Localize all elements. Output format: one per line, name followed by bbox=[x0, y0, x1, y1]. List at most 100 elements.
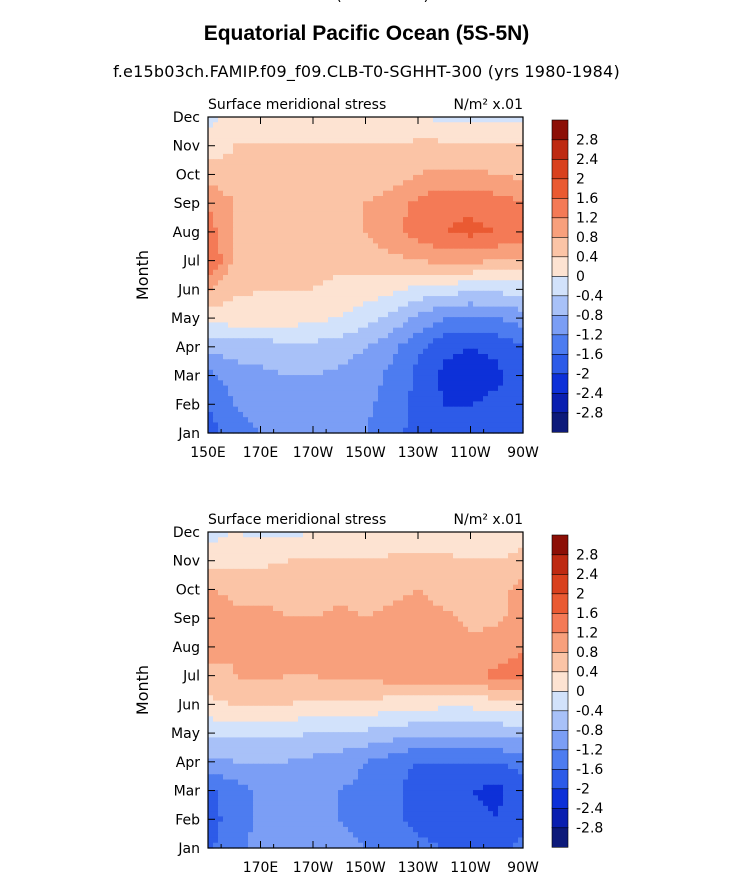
heatmap-cell bbox=[518, 232, 524, 239]
heatmap-cell bbox=[443, 427, 449, 434]
heatmap-cell bbox=[258, 211, 264, 218]
heatmap-cell bbox=[458, 396, 464, 402]
heatmap-cell bbox=[478, 248, 484, 255]
heatmap-cell bbox=[213, 227, 219, 234]
heatmap-cell bbox=[428, 280, 434, 287]
heatmap-cell bbox=[233, 206, 239, 213]
heatmap-cell bbox=[293, 206, 299, 213]
heatmap-cell bbox=[283, 117, 289, 123]
heatmap-cell bbox=[478, 243, 484, 250]
heatmap-cell bbox=[478, 338, 484, 345]
heatmap-cell bbox=[323, 338, 329, 345]
heatmap-cell bbox=[273, 369, 279, 376]
heatmap-cell bbox=[313, 275, 319, 281]
heatmap-cell bbox=[233, 243, 239, 250]
heatmap-cell bbox=[463, 584, 469, 591]
heatmap-cell bbox=[438, 417, 444, 424]
heatmap-cell bbox=[498, 427, 504, 434]
heatmap-cell bbox=[213, 422, 219, 429]
heatmap-cell bbox=[253, 343, 259, 350]
heatmap-cell bbox=[228, 211, 234, 218]
heatmap-cell bbox=[438, 296, 444, 302]
heatmap-cell bbox=[378, 380, 384, 387]
heatmap-cell bbox=[478, 348, 484, 355]
heatmap-cell bbox=[278, 595, 284, 602]
heatmap-cell bbox=[318, 248, 324, 255]
heatmap-cell bbox=[338, 553, 344, 559]
heatmap-cell bbox=[248, 359, 254, 366]
heatmap-cell bbox=[313, 185, 319, 192]
heatmap-cell bbox=[353, 354, 359, 360]
heatmap-cell bbox=[503, 375, 509, 381]
heatmap-cell bbox=[243, 542, 249, 549]
heatmap-cell bbox=[343, 285, 349, 292]
heatmap-cell bbox=[433, 317, 439, 323]
heatmap-cell bbox=[503, 605, 509, 612]
heatmap-cell bbox=[453, 595, 459, 602]
heatmap-cell bbox=[243, 369, 249, 376]
heatmap-cell bbox=[413, 369, 419, 376]
heatmap-cell bbox=[313, 253, 319, 260]
heatmap-cell bbox=[473, 537, 479, 544]
heatmap-cell bbox=[488, 264, 494, 271]
heatmap-cell bbox=[333, 584, 339, 591]
heatmap-cell bbox=[478, 380, 484, 387]
heatmap-cell bbox=[443, 217, 449, 223]
heatmap-cell bbox=[208, 411, 214, 418]
heatmap-cell bbox=[348, 558, 354, 565]
heatmap-cell bbox=[343, 306, 349, 313]
heatmap-cell bbox=[453, 406, 459, 413]
heatmap-cell bbox=[333, 196, 339, 202]
colorbar-box bbox=[551, 178, 569, 199]
heatmap-cell bbox=[418, 375, 424, 381]
heatmap-cell bbox=[388, 427, 394, 434]
heatmap-cell bbox=[508, 132, 514, 139]
heatmap-cell bbox=[308, 317, 314, 323]
heatmap-cell bbox=[403, 401, 409, 408]
heatmap-cell bbox=[468, 169, 474, 176]
heatmap-cell bbox=[403, 327, 409, 334]
heatmap-cell bbox=[288, 547, 294, 554]
heatmap-cell bbox=[448, 190, 454, 197]
heatmap-cell bbox=[228, 327, 234, 334]
heatmap-cell bbox=[353, 600, 359, 607]
heatmap-cell bbox=[358, 401, 364, 408]
heatmap-cell bbox=[318, 547, 324, 554]
heatmap-cell bbox=[378, 354, 384, 360]
y-tick-label: Sep bbox=[174, 196, 201, 212]
heatmap-cell bbox=[513, 537, 519, 544]
heatmap-cell bbox=[268, 148, 274, 155]
heatmap-cell bbox=[268, 343, 274, 350]
heatmap-cell bbox=[463, 553, 469, 559]
heatmap-cell bbox=[293, 301, 299, 308]
heatmap-cell bbox=[468, 264, 474, 271]
heatmap-cell bbox=[508, 169, 514, 176]
heatmap-cell bbox=[408, 553, 414, 559]
heatmap-cell bbox=[273, 243, 279, 250]
heatmap-cell bbox=[233, 343, 239, 350]
heatmap-cell bbox=[488, 132, 494, 139]
heatmap-cell bbox=[463, 164, 469, 171]
heatmap-cell bbox=[268, 196, 274, 202]
heatmap-cell bbox=[273, 327, 279, 334]
heatmap-cell bbox=[443, 401, 449, 408]
heatmap-cell bbox=[323, 616, 329, 623]
heatmap-cell bbox=[213, 217, 219, 223]
heatmap-cell bbox=[448, 396, 454, 402]
heatmap-cell bbox=[463, 616, 469, 623]
heatmap-cell bbox=[363, 375, 369, 381]
heatmap-cell bbox=[433, 306, 439, 313]
heatmap-cell bbox=[373, 248, 379, 255]
heatmap-cell bbox=[478, 164, 484, 171]
heatmap-cell bbox=[518, 280, 524, 287]
heatmap-cell bbox=[513, 364, 519, 371]
heatmap-cell bbox=[268, 579, 274, 586]
heatmap-cell bbox=[343, 542, 349, 549]
heatmap-cell bbox=[453, 238, 459, 244]
heatmap-cell bbox=[468, 600, 474, 607]
heatmap-cell bbox=[208, 547, 214, 554]
heatmap-cell bbox=[458, 169, 464, 176]
heatmap-cell bbox=[408, 354, 414, 360]
heatmap-cell bbox=[388, 248, 394, 255]
heatmap-cell bbox=[508, 174, 514, 181]
